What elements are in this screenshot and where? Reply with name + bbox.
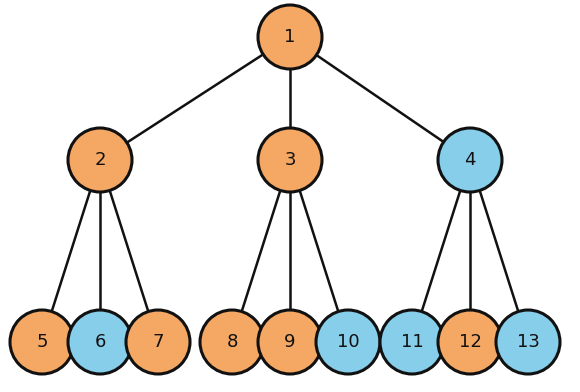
Circle shape — [68, 310, 132, 374]
Circle shape — [496, 310, 560, 374]
Text: 11: 11 — [401, 333, 423, 351]
Text: 8: 8 — [226, 333, 238, 351]
Circle shape — [438, 310, 502, 374]
Text: 9: 9 — [284, 333, 296, 351]
Circle shape — [68, 128, 132, 192]
Text: 2: 2 — [94, 151, 106, 169]
Circle shape — [258, 310, 322, 374]
Circle shape — [438, 128, 502, 192]
Text: 13: 13 — [517, 333, 539, 351]
Text: 7: 7 — [152, 333, 164, 351]
Circle shape — [200, 310, 264, 374]
Text: 12: 12 — [459, 333, 481, 351]
Circle shape — [10, 310, 74, 374]
Circle shape — [258, 5, 322, 69]
Text: 4: 4 — [464, 151, 476, 169]
Text: 1: 1 — [284, 28, 296, 46]
Circle shape — [316, 310, 380, 374]
Circle shape — [380, 310, 444, 374]
Text: 3: 3 — [284, 151, 296, 169]
Text: 10: 10 — [336, 333, 360, 351]
Text: 5: 5 — [36, 333, 48, 351]
Circle shape — [126, 310, 190, 374]
Circle shape — [258, 128, 322, 192]
Text: 6: 6 — [95, 333, 106, 351]
